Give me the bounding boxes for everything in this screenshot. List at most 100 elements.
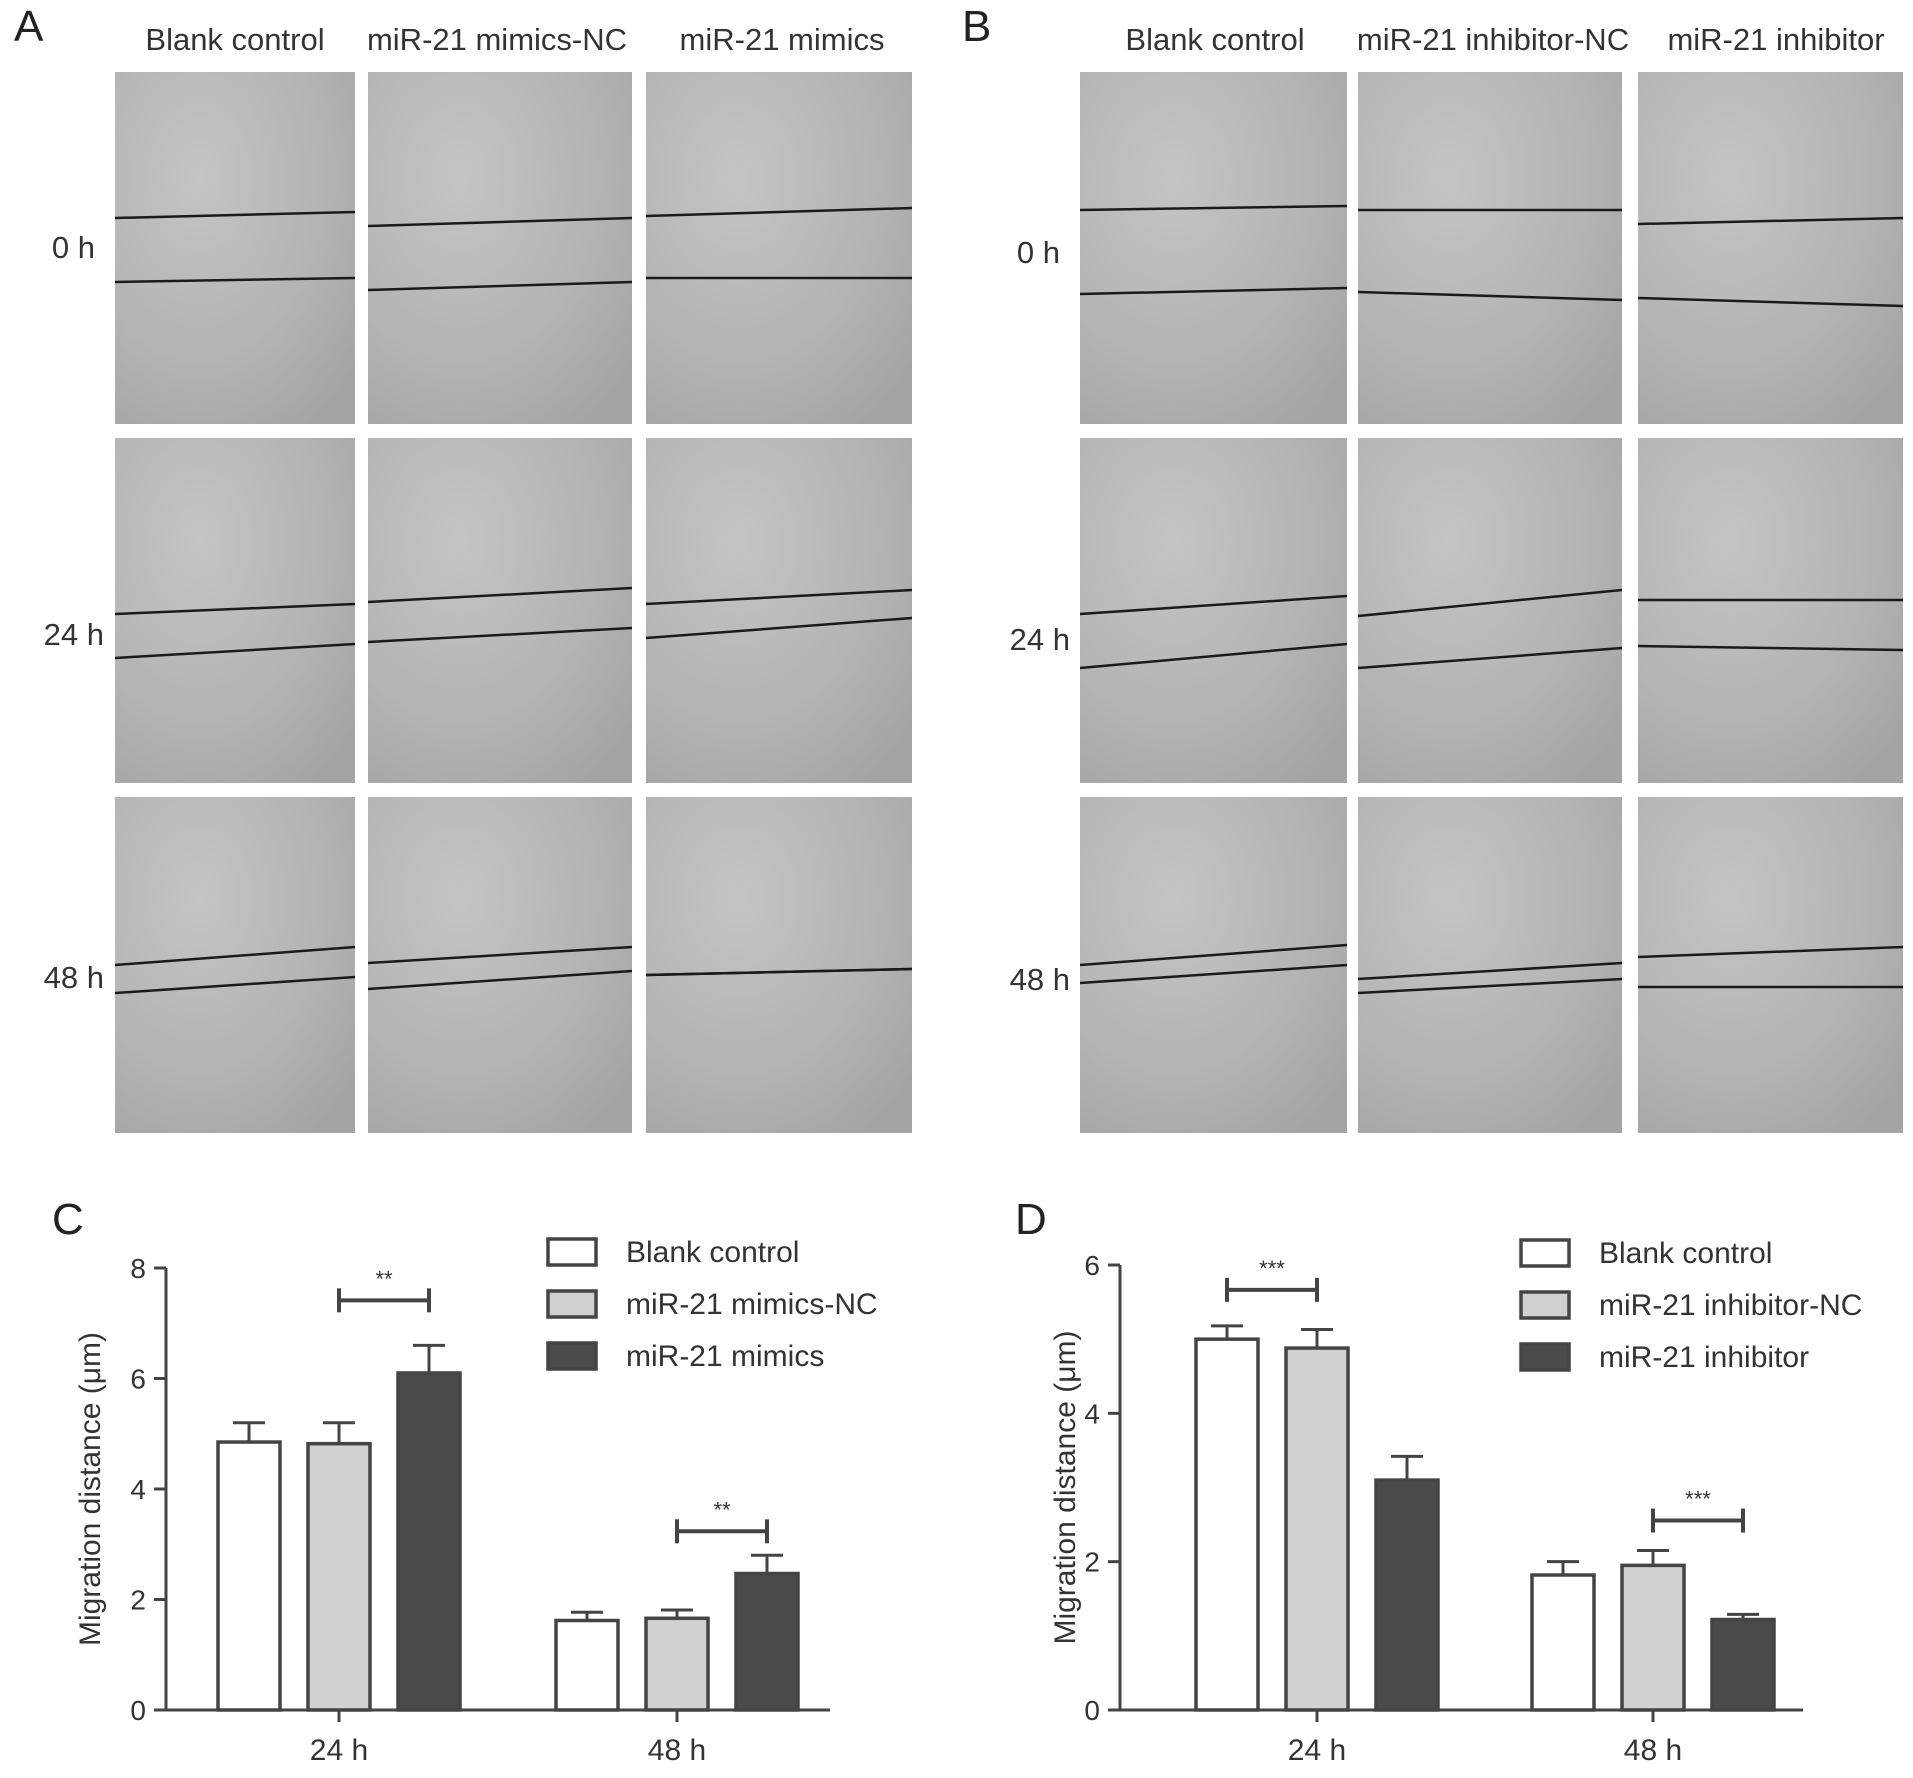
significance-label: ***	[1685, 1487, 1711, 1512]
micrograph-tile	[1080, 438, 1347, 783]
bar	[1284, 1346, 1350, 1712]
micrograph-tile	[1638, 72, 1903, 424]
micrograph-background	[368, 438, 632, 783]
scratch-edge-line	[368, 945, 632, 965]
micrograph-background	[368, 797, 632, 1133]
micrograph-svg	[368, 72, 632, 424]
micrograph-background	[1080, 797, 1347, 1133]
legend-label: Blank control	[626, 1236, 799, 1269]
legend-swatch	[1519, 1290, 1571, 1320]
scratch-edge-line	[1358, 646, 1622, 670]
bar	[216, 1440, 282, 1712]
micrograph-tile	[646, 438, 912, 783]
micrograph-tile	[368, 438, 632, 783]
scratch-edge-line	[1080, 204, 1347, 212]
legend-swatch	[1519, 1238, 1571, 1268]
micrograph-background	[1358, 438, 1622, 783]
panel-letter-a: A	[14, 2, 44, 51]
panel-a-row-label-24h: 24 h	[43, 617, 104, 652]
micrograph-background	[1638, 72, 1903, 424]
micrograph-svg	[646, 797, 912, 1133]
micrograph-background	[1358, 72, 1622, 424]
y-tick-label: 0	[1084, 1695, 1100, 1726]
bar	[1530, 1573, 1596, 1712]
scratch-edge-line	[1080, 286, 1347, 296]
scratch-edge-line	[1638, 296, 1903, 308]
micrograph-svg	[1638, 438, 1903, 783]
scratch-edge-line	[1638, 644, 1903, 652]
micrograph-background	[115, 72, 355, 424]
scratch-edge-line	[368, 969, 632, 991]
scratch-edge-line	[1080, 963, 1347, 985]
micrograph-tile	[1080, 72, 1347, 424]
scratch-edge-line	[1358, 961, 1622, 981]
micrograph-background	[646, 72, 912, 424]
micrograph-background	[368, 72, 632, 424]
bar	[1194, 1337, 1260, 1712]
panel-letter-c: C	[52, 1195, 84, 1244]
micrograph-tile	[115, 72, 355, 424]
panel-b-column-label-inhibitor-nc: miR-21 inhibitor-NC	[1356, 22, 1630, 57]
x-tick-label: 24 h	[310, 1734, 368, 1767]
scratch-edge-line	[646, 616, 912, 640]
micrograph-svg	[1080, 72, 1347, 424]
micrograph-svg	[1638, 797, 1903, 1133]
scratch-edge-line	[1080, 943, 1347, 967]
y-tick-label: 4	[1084, 1398, 1100, 1429]
micrograph-svg	[115, 72, 355, 424]
micrograph-svg	[1358, 438, 1622, 783]
legend-swatch	[546, 1341, 598, 1371]
scratch-edge-line	[115, 210, 355, 220]
scratch-edge-line	[646, 206, 912, 218]
y-tick-label: 4	[130, 1474, 146, 1505]
micrograph-svg	[1358, 797, 1622, 1133]
micrograph-svg	[646, 438, 912, 783]
micrograph-svg	[1638, 72, 1903, 424]
y-tick-label: 6	[130, 1364, 146, 1395]
scratch-edge-line	[368, 216, 632, 228]
micrograph-background	[115, 438, 355, 783]
legend-swatch	[546, 1289, 598, 1319]
chart-c-svg: 0 2 4 6 8 Migration distance (μm) 24 h 48 h ** **…	[74, 1236, 878, 1767]
y-tick-label: 6	[1084, 1250, 1100, 1281]
y-tick-label: 0	[130, 1695, 146, 1726]
bar	[554, 1618, 620, 1712]
panel-b-row-label-0h: 0 h	[1016, 235, 1060, 270]
y-tick-label: 2	[130, 1585, 146, 1616]
chart-c: C 0 2 4 6 8 Migration distance (μm) 24 h 48 h **…	[40, 1195, 940, 1778]
y-axis-label: Migration distance (μm)	[1049, 1330, 1082, 1644]
x-tick-label: 24 h	[1288, 1734, 1346, 1767]
bar	[644, 1616, 710, 1712]
panel-letter-b: B	[962, 2, 992, 51]
bar	[306, 1441, 372, 1712]
panel-a-column-label-blank-control: Blank control	[145, 22, 325, 57]
micrograph-svg	[115, 438, 355, 783]
micrograph-background	[646, 797, 912, 1133]
scratch-edge-line	[1358, 977, 1622, 995]
micrograph-svg	[115, 797, 355, 1133]
micrograph-tile	[1080, 797, 1347, 1133]
micrograph-background	[1638, 797, 1903, 1133]
micrograph-svg	[1080, 438, 1347, 783]
scratch-edge-line	[1358, 588, 1622, 618]
bar	[734, 1571, 800, 1712]
legend-label: miR-21 inhibitor	[1599, 1341, 1809, 1374]
legend-label: miR-21 inhibitor-NC	[1599, 1289, 1862, 1322]
scratch-edge-line	[368, 626, 632, 644]
scratch-edge-line	[1080, 642, 1347, 670]
panel-b-column-label-inhibitor: miR-21 inhibitor	[1667, 22, 1885, 57]
micrograph-svg	[1358, 72, 1622, 424]
micrograph-tile	[646, 72, 912, 424]
micrograph-svg	[368, 438, 632, 783]
bar	[1620, 1563, 1686, 1712]
scratch-edge-line	[368, 280, 632, 292]
bar	[396, 1371, 462, 1712]
micrograph-tile	[1638, 797, 1903, 1133]
panel-b-row-label-24h: 24 h	[1009, 622, 1070, 657]
scratch-edge-line	[1358, 290, 1622, 302]
panel-b-row-label-48h: 48 h	[1009, 962, 1070, 997]
panel-b-column-label-blank-control: Blank control	[1125, 22, 1305, 57]
x-tick-label: 48 h	[1624, 1734, 1682, 1767]
micrograph-tile	[368, 797, 632, 1133]
y-tick-label: 2	[1084, 1547, 1100, 1578]
